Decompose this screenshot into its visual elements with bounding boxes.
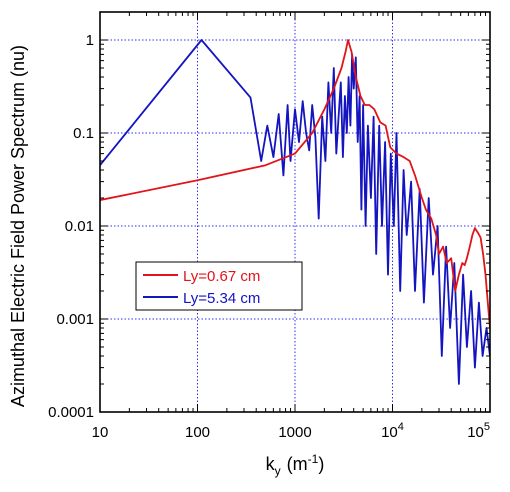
y-tick-label: 0.1 — [73, 125, 94, 142]
legend-label-ly-5.34: Ly=5.34 cm — [183, 290, 260, 307]
x-axis-subscript: y — [275, 464, 281, 478]
x-tick-label: 1000 — [278, 424, 311, 441]
ticks — [99, 12, 491, 413]
x-tick-label: 100 — [185, 424, 210, 441]
y-tick-label: 0.01 — [65, 218, 94, 235]
y-tick-label: 1 — [86, 32, 94, 49]
series-line-ly-0.67-cm — [100, 39, 490, 329]
legend: Ly=0.67 cm Ly=5.34 cm — [135, 261, 303, 311]
legend-box — [135, 261, 303, 311]
series-line-ly-5.34-cm — [100, 39, 490, 385]
x-axis-unit-exponent: -1 — [308, 452, 319, 466]
x-axis-unit-close: ) — [318, 454, 324, 474]
x-axis-title: ky (m-1) — [266, 452, 325, 478]
x-axis-symbol: k — [266, 454, 276, 474]
legend-label-ly-0.67: Ly=0.67 cm — [183, 268, 260, 285]
y-axis-title: Azimuthal Electric Field Power Spectrum … — [8, 45, 28, 407]
x-tick-label: 105 — [467, 421, 490, 441]
y-tick-label: 0.001 — [56, 311, 94, 328]
tick-labels: 10 100 1000 104 105 1 0.1 0.01 0.001 0.0001 — [48, 32, 490, 441]
series-layer — [100, 39, 490, 385]
y-tick-label: 0.0001 — [48, 404, 94, 421]
x-axis-unit: (m — [287, 454, 308, 474]
x-tick-label: 10 — [92, 424, 109, 441]
x-tick-label: 104 — [381, 421, 404, 441]
